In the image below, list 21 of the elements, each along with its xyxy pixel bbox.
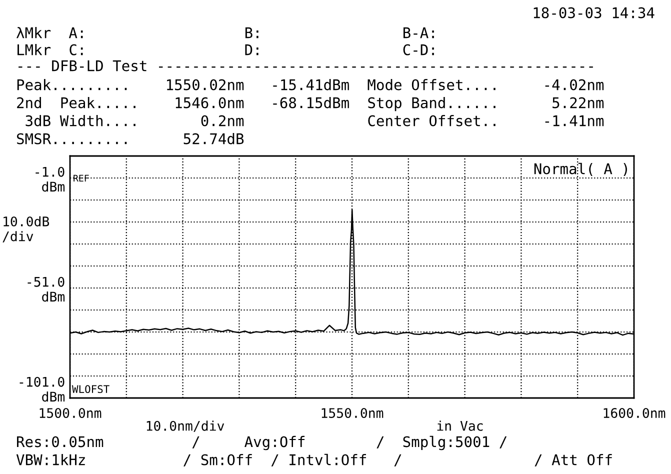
text: VBW:1kHz / Sm:Off / Intvl:Off / / Att Off	[16, 454, 612, 466]
text: 2nd Peak..... 1546.0nm -68.15dBm Stop Band...... 5.22nm	[17, 96, 604, 112]
text: 10.0nm/div	[146, 420, 224, 432]
text: --- DFB-LD Test --------------------------------------------------	[18, 60, 593, 72]
x-tick-label: 1500.0nm	[40, 408, 102, 418]
text: λMkr A: B: B-A:	[16, 26, 434, 38]
text: Peak......... 1550.02nm -15.41dBm Mode Offset.... -4.02nm	[17, 78, 604, 90]
y-tick-label: -51.0 dBm	[28, 276, 65, 302]
x-tick-label: 1600.0nm	[604, 408, 666, 418]
text: in Vac	[437, 420, 483, 431]
text: 18-03-03 14:34	[534, 7, 654, 18]
text: Res:0.05nm / Avg:Off / Smplg:5001 /	[17, 436, 507, 450]
annotation: WLOFST	[72, 385, 110, 394]
y-axis-title: 10.0dB /div	[2, 216, 50, 242]
text: 3dB Width.... 0.2nm Center Offset.. -1.41nm	[26, 114, 604, 126]
annotation: Normal( A )	[534, 162, 627, 176]
text: LMkr C: D: C-D:	[18, 44, 434, 56]
x-tick-label: 1550.0nm	[322, 408, 384, 418]
y-tick-label: -1.0 dBm	[36, 166, 65, 192]
text: SMSR......... 52.74dB	[16, 132, 244, 144]
y-tick-label: -101.0 dBm	[20, 376, 65, 402]
